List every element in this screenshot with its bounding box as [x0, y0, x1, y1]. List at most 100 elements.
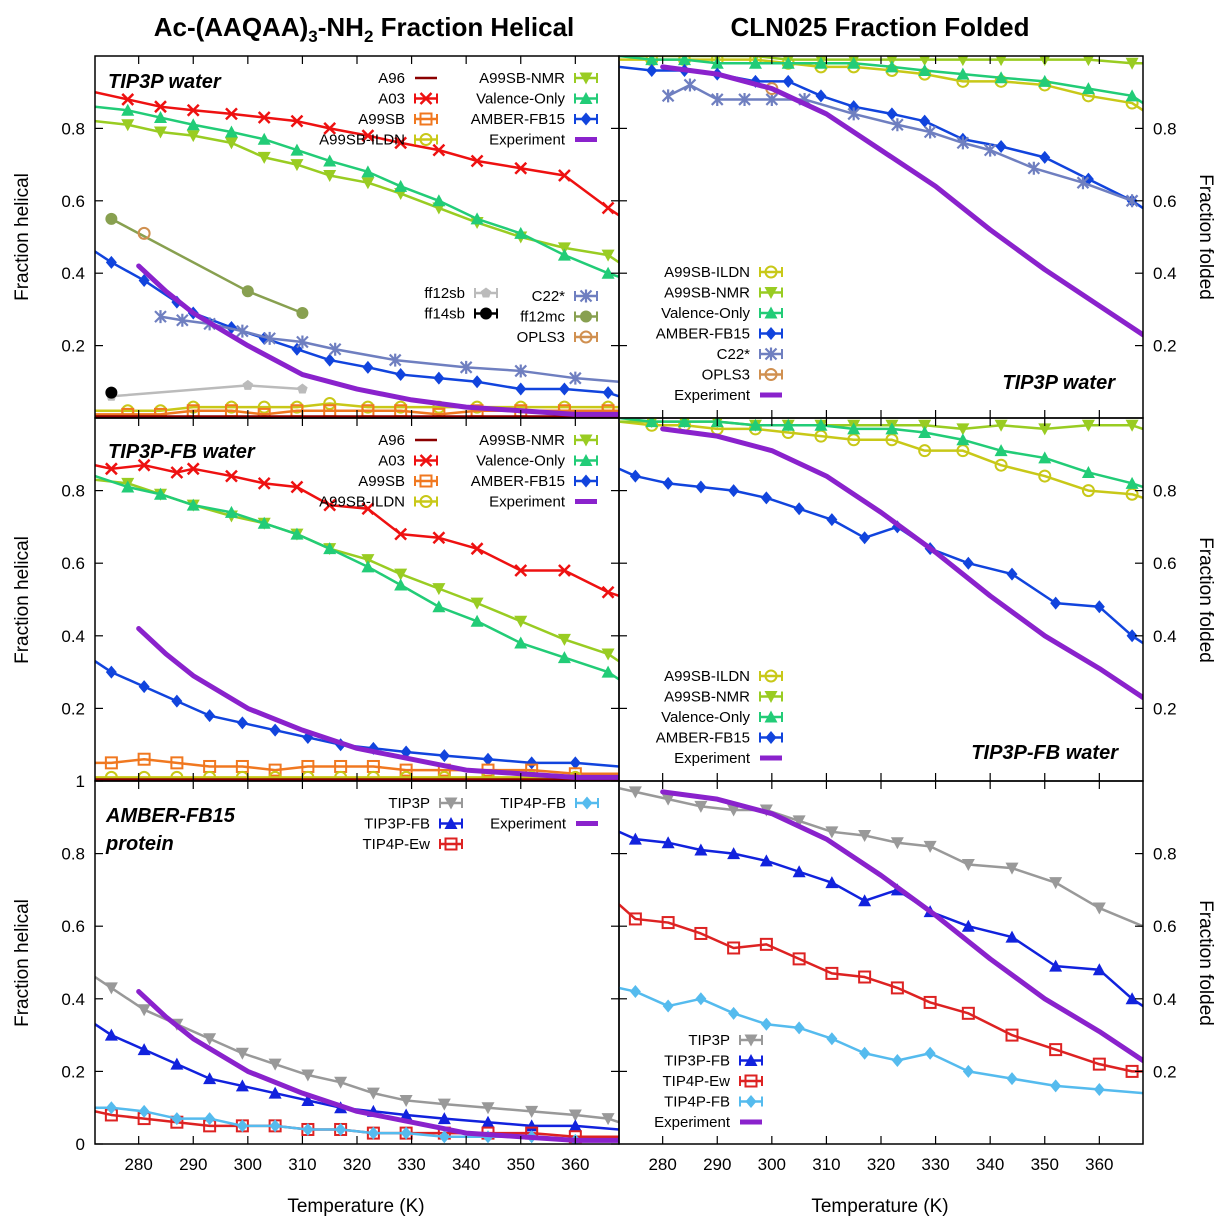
- legend-marker: [444, 837, 458, 851]
- data-point: [105, 212, 118, 225]
- data-point: [760, 1017, 772, 1031]
- data-point: [432, 407, 446, 418]
- data-point: [847, 56, 861, 69]
- chart-panels: 0.2 0.4 0.6 0.8 TIP3P water A96 A03 A99SB A99SB-…: [61, 55, 1177, 1174]
- data-point: [918, 426, 932, 439]
- y-tick-label: 0.8: [1153, 119, 1177, 138]
- data-point: [432, 531, 446, 545]
- data-point: [1005, 1028, 1019, 1042]
- data-point: [525, 770, 539, 781]
- legend-marker: [419, 474, 433, 488]
- data-point: [858, 894, 872, 907]
- data-point: [759, 854, 773, 867]
- legend-item: TIP4P-FB: [664, 1094, 763, 1111]
- data-point: [514, 615, 528, 628]
- data-point: [154, 310, 167, 324]
- legend-marker: [580, 310, 592, 323]
- data-point: [1081, 484, 1095, 498]
- data-point: [470, 212, 484, 225]
- legend-item: Experiment: [489, 494, 597, 511]
- legend-item: Experiment: [674, 750, 782, 767]
- data-point: [918, 444, 932, 458]
- data-point: [471, 375, 483, 389]
- data-point: [727, 804, 741, 817]
- series-c22-: [661, 78, 1139, 208]
- data-point: [961, 858, 975, 871]
- plot-area: [619, 418, 1143, 701]
- data-point: [400, 1126, 412, 1140]
- data-point: [918, 419, 932, 432]
- data-point: [224, 137, 238, 150]
- data-point: [470, 542, 484, 556]
- x-tick-label: 360: [1085, 1155, 1113, 1174]
- data-point: [290, 114, 304, 128]
- legend-label: A99SB-ILDN: [319, 132, 405, 149]
- data-point: [225, 469, 238, 483]
- legend-label: TIP4P-Ew: [662, 1073, 730, 1090]
- x-tick-label: 350: [507, 1155, 535, 1174]
- legend-item: A99SB-ILDN: [664, 668, 783, 685]
- legend-marker: [579, 72, 593, 85]
- y-tick-label: 0.8: [61, 119, 85, 138]
- legend-label: ff12sb: [424, 285, 465, 302]
- legend-item: AMBER-FB15: [471, 473, 598, 490]
- y-tick-label: 0.4: [61, 264, 85, 283]
- data-point: [885, 422, 899, 435]
- legend-marker: [419, 454, 433, 467]
- y-tick-label: 0.2: [61, 699, 85, 718]
- data-point: [962, 1064, 974, 1078]
- data-point: [748, 56, 762, 69]
- data-point: [601, 201, 615, 215]
- series-line: [619, 56, 1143, 105]
- data-point: [269, 1119, 281, 1133]
- legend-item: A99SB: [358, 473, 438, 490]
- legend-item: A99SB-NMR: [664, 285, 783, 302]
- legend-item: Valence-Only: [476, 453, 598, 470]
- data-point: [793, 502, 805, 516]
- data-point: [432, 194, 446, 207]
- legend-label: TIP3P: [688, 1032, 730, 1049]
- legend-marker: [744, 1054, 758, 1066]
- data-point: [334, 770, 348, 781]
- data-point: [399, 1094, 413, 1107]
- data-point: [138, 273, 150, 287]
- legend-marker: [580, 112, 592, 126]
- plot-area: [619, 786, 1143, 1097]
- data-point: [847, 107, 860, 121]
- legend-item: A99SB-NMR: [664, 689, 783, 706]
- legend-item: OPLS3: [702, 367, 783, 384]
- y-tick-label: 0.6: [1153, 554, 1177, 573]
- data-point: [367, 1126, 379, 1140]
- data-point: [1125, 992, 1139, 1005]
- y-axis-label-right-middle: Fraction folded: [1195, 537, 1214, 663]
- panel-label: TIP3P-FB water: [108, 441, 256, 463]
- data-point: [121, 407, 135, 418]
- series-line: [95, 474, 619, 681]
- data-point: [645, 56, 659, 66]
- series-valence-only: [619, 56, 1143, 105]
- legend-item: ff12sb: [424, 285, 498, 302]
- legend-item: A96: [378, 70, 437, 87]
- panel-label: AMBER-FB15: [105, 805, 236, 827]
- data-point: [994, 419, 1008, 432]
- series-ff12sb: [106, 379, 308, 401]
- series-line: [619, 986, 1143, 1095]
- data-point: [104, 770, 118, 781]
- data-point: [825, 966, 839, 980]
- data-point: [154, 126, 167, 139]
- series-a03: [95, 90, 619, 217]
- y-tick-label: 0.4: [1153, 627, 1177, 646]
- data-point: [569, 756, 581, 770]
- data-point: [170, 756, 184, 770]
- data-point: [738, 92, 751, 106]
- data-point: [695, 992, 707, 1006]
- data-point: [727, 847, 741, 860]
- data-point: [334, 1076, 348, 1089]
- data-point: [235, 1047, 249, 1060]
- x-tick-label: 320: [343, 1155, 371, 1174]
- data-point: [470, 597, 484, 610]
- data-point: [186, 462, 200, 476]
- series-experiment: [660, 789, 1143, 1064]
- legend-item: A96: [378, 432, 437, 449]
- data-point: [628, 832, 642, 845]
